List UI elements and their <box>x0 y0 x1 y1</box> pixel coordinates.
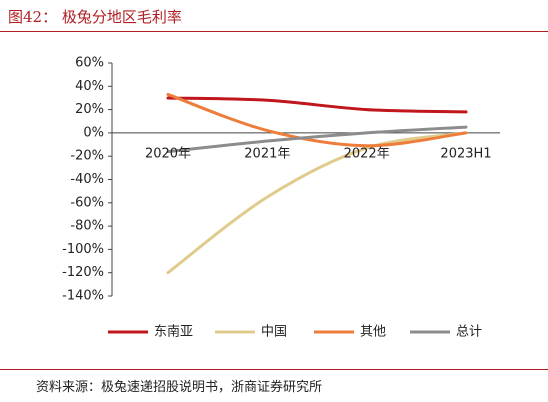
source-note: 资料来源：极兔速递招股说明书，浙商证券研究所 <box>36 380 323 395</box>
y-tick-label: 20% <box>75 102 104 117</box>
figure-title: 图42： 极兔分地区毛利率 <box>8 8 182 26</box>
series-line-4 <box>166 125 468 154</box>
legend-label: 其他 <box>360 325 386 340</box>
y-tick-label: -100% <box>62 242 104 257</box>
title-rule <box>0 31 548 32</box>
series-line-2 <box>166 131 468 275</box>
y-tick-label: 0% <box>83 125 104 140</box>
legend-label: 东南亚 <box>154 324 193 340</box>
legend-label: 中国 <box>261 325 287 340</box>
source-rule <box>0 369 548 370</box>
x-tick-label: 2020年 <box>145 147 191 162</box>
y-tick-label: 40% <box>75 79 104 94</box>
legend-item-4: 总计 <box>410 325 482 340</box>
y-tick-label: 60% <box>75 56 104 71</box>
y-tick-label: -140% <box>62 289 104 304</box>
y-tick-label: -20% <box>70 149 104 164</box>
x-tick-label: 2023H1 <box>440 147 491 162</box>
x-tick-label: 2021年 <box>244 147 290 162</box>
legend-label: 总计 <box>456 325 482 340</box>
legend-item-2: 中国 <box>215 325 287 340</box>
legend-item-1: 东南亚 <box>108 324 193 340</box>
y-tick-label: -80% <box>70 219 104 234</box>
series-line-3 <box>166 92 468 148</box>
y-tick-label: -60% <box>70 195 104 210</box>
series-line-1 <box>166 96 468 114</box>
x-tick-label: 2022年 <box>344 147 390 162</box>
y-tick-label: -120% <box>62 265 104 280</box>
legend-item-3: 其他 <box>314 325 386 340</box>
y-tick-label: -40% <box>70 172 104 187</box>
